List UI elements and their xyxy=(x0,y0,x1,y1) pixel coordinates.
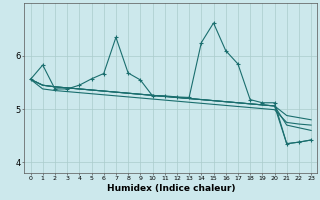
X-axis label: Humidex (Indice chaleur): Humidex (Indice chaleur) xyxy=(107,184,235,193)
